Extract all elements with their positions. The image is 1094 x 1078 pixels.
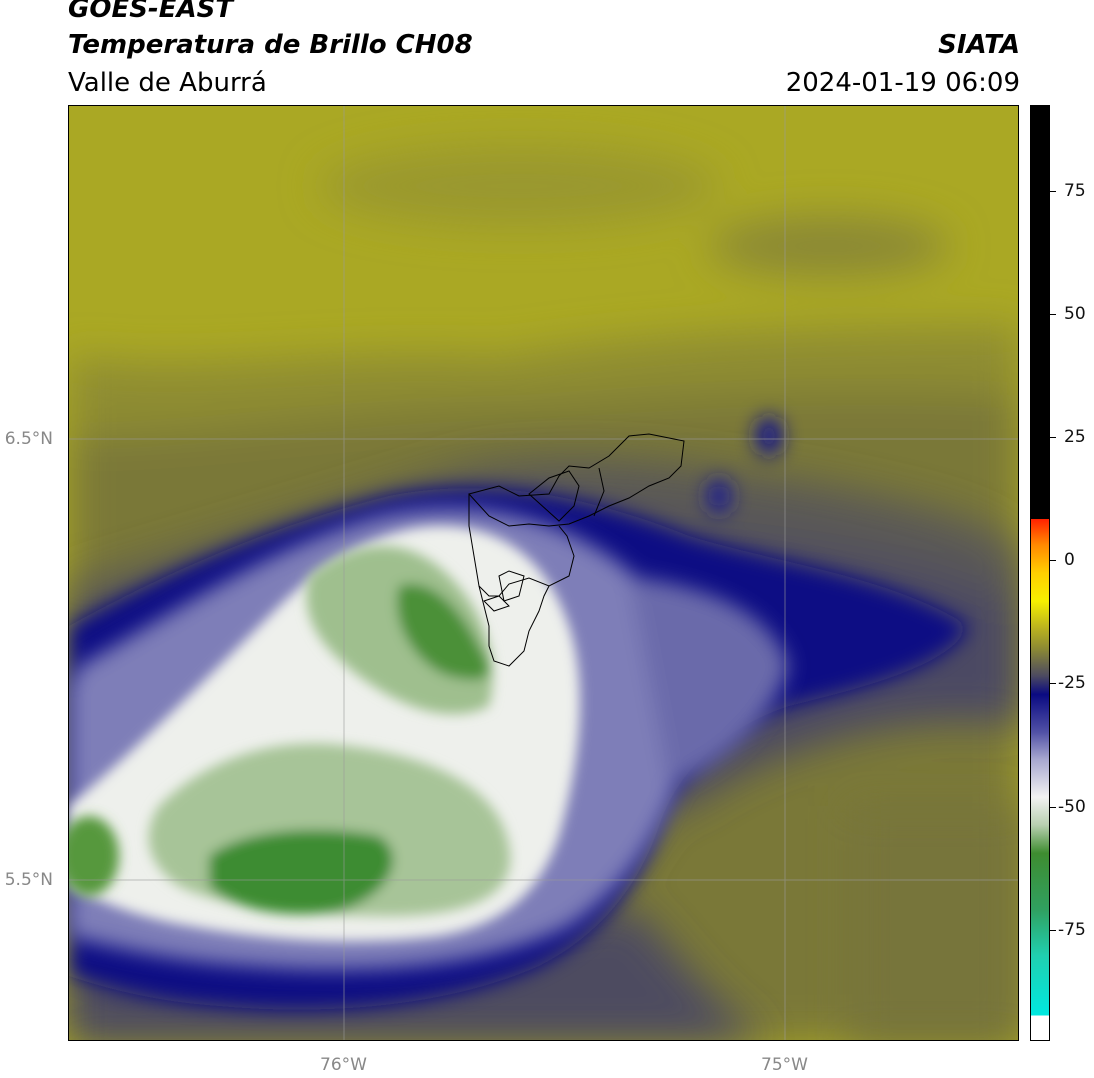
- cbar-tick-mark: [1050, 683, 1056, 684]
- cbar-tick-mark: [1050, 560, 1056, 561]
- cbar-label-75: 75: [1064, 181, 1086, 201]
- cbar-label-0: 0: [1064, 550, 1075, 570]
- cbar-label-neg25: -25: [1058, 673, 1086, 693]
- org-title: SIATA: [938, 30, 1020, 60]
- colorbar-gradient: [1031, 106, 1049, 1040]
- cbar-tick-mark: [1050, 930, 1056, 931]
- colorbar: [1030, 105, 1050, 1041]
- cbar-tick-mark: [1050, 314, 1056, 315]
- satellite-title: GOES-EAST: [68, 0, 234, 24]
- cbar-tick-mark: [1050, 807, 1056, 808]
- cbar-tick-mark: [1050, 437, 1056, 438]
- lon-tick-75w: 75°W: [761, 1055, 808, 1075]
- cbar-tick-mark: [1050, 191, 1056, 192]
- lat-tick-5-5n: 5.5°N: [4, 870, 53, 890]
- cbar-label-neg50: -50: [1058, 797, 1086, 817]
- municipality-boundaries: [468, 433, 685, 667]
- product-title: Temperatura de Brillo CH08: [68, 30, 473, 60]
- lon-tick-76w: 76°W: [320, 1055, 367, 1075]
- cbar-label-50: 50: [1064, 304, 1086, 324]
- field-green: [69, 546, 511, 916]
- cbar-label-25: 25: [1064, 427, 1086, 447]
- datetime-label: 2024-01-19 06:09: [785, 68, 1020, 98]
- lat-tick-6-5n: 6.5°N: [4, 429, 53, 449]
- brightness-temperature-field: [69, 106, 1018, 1040]
- gridlines: [69, 106, 1018, 1040]
- satellite-map[interactable]: [68, 105, 1019, 1041]
- cbar-label-neg75: -75: [1058, 920, 1086, 940]
- region-title: Valle de Aburrá: [68, 68, 267, 98]
